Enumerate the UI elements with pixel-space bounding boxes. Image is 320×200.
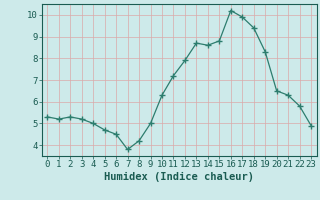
X-axis label: Humidex (Indice chaleur): Humidex (Indice chaleur): [104, 172, 254, 182]
